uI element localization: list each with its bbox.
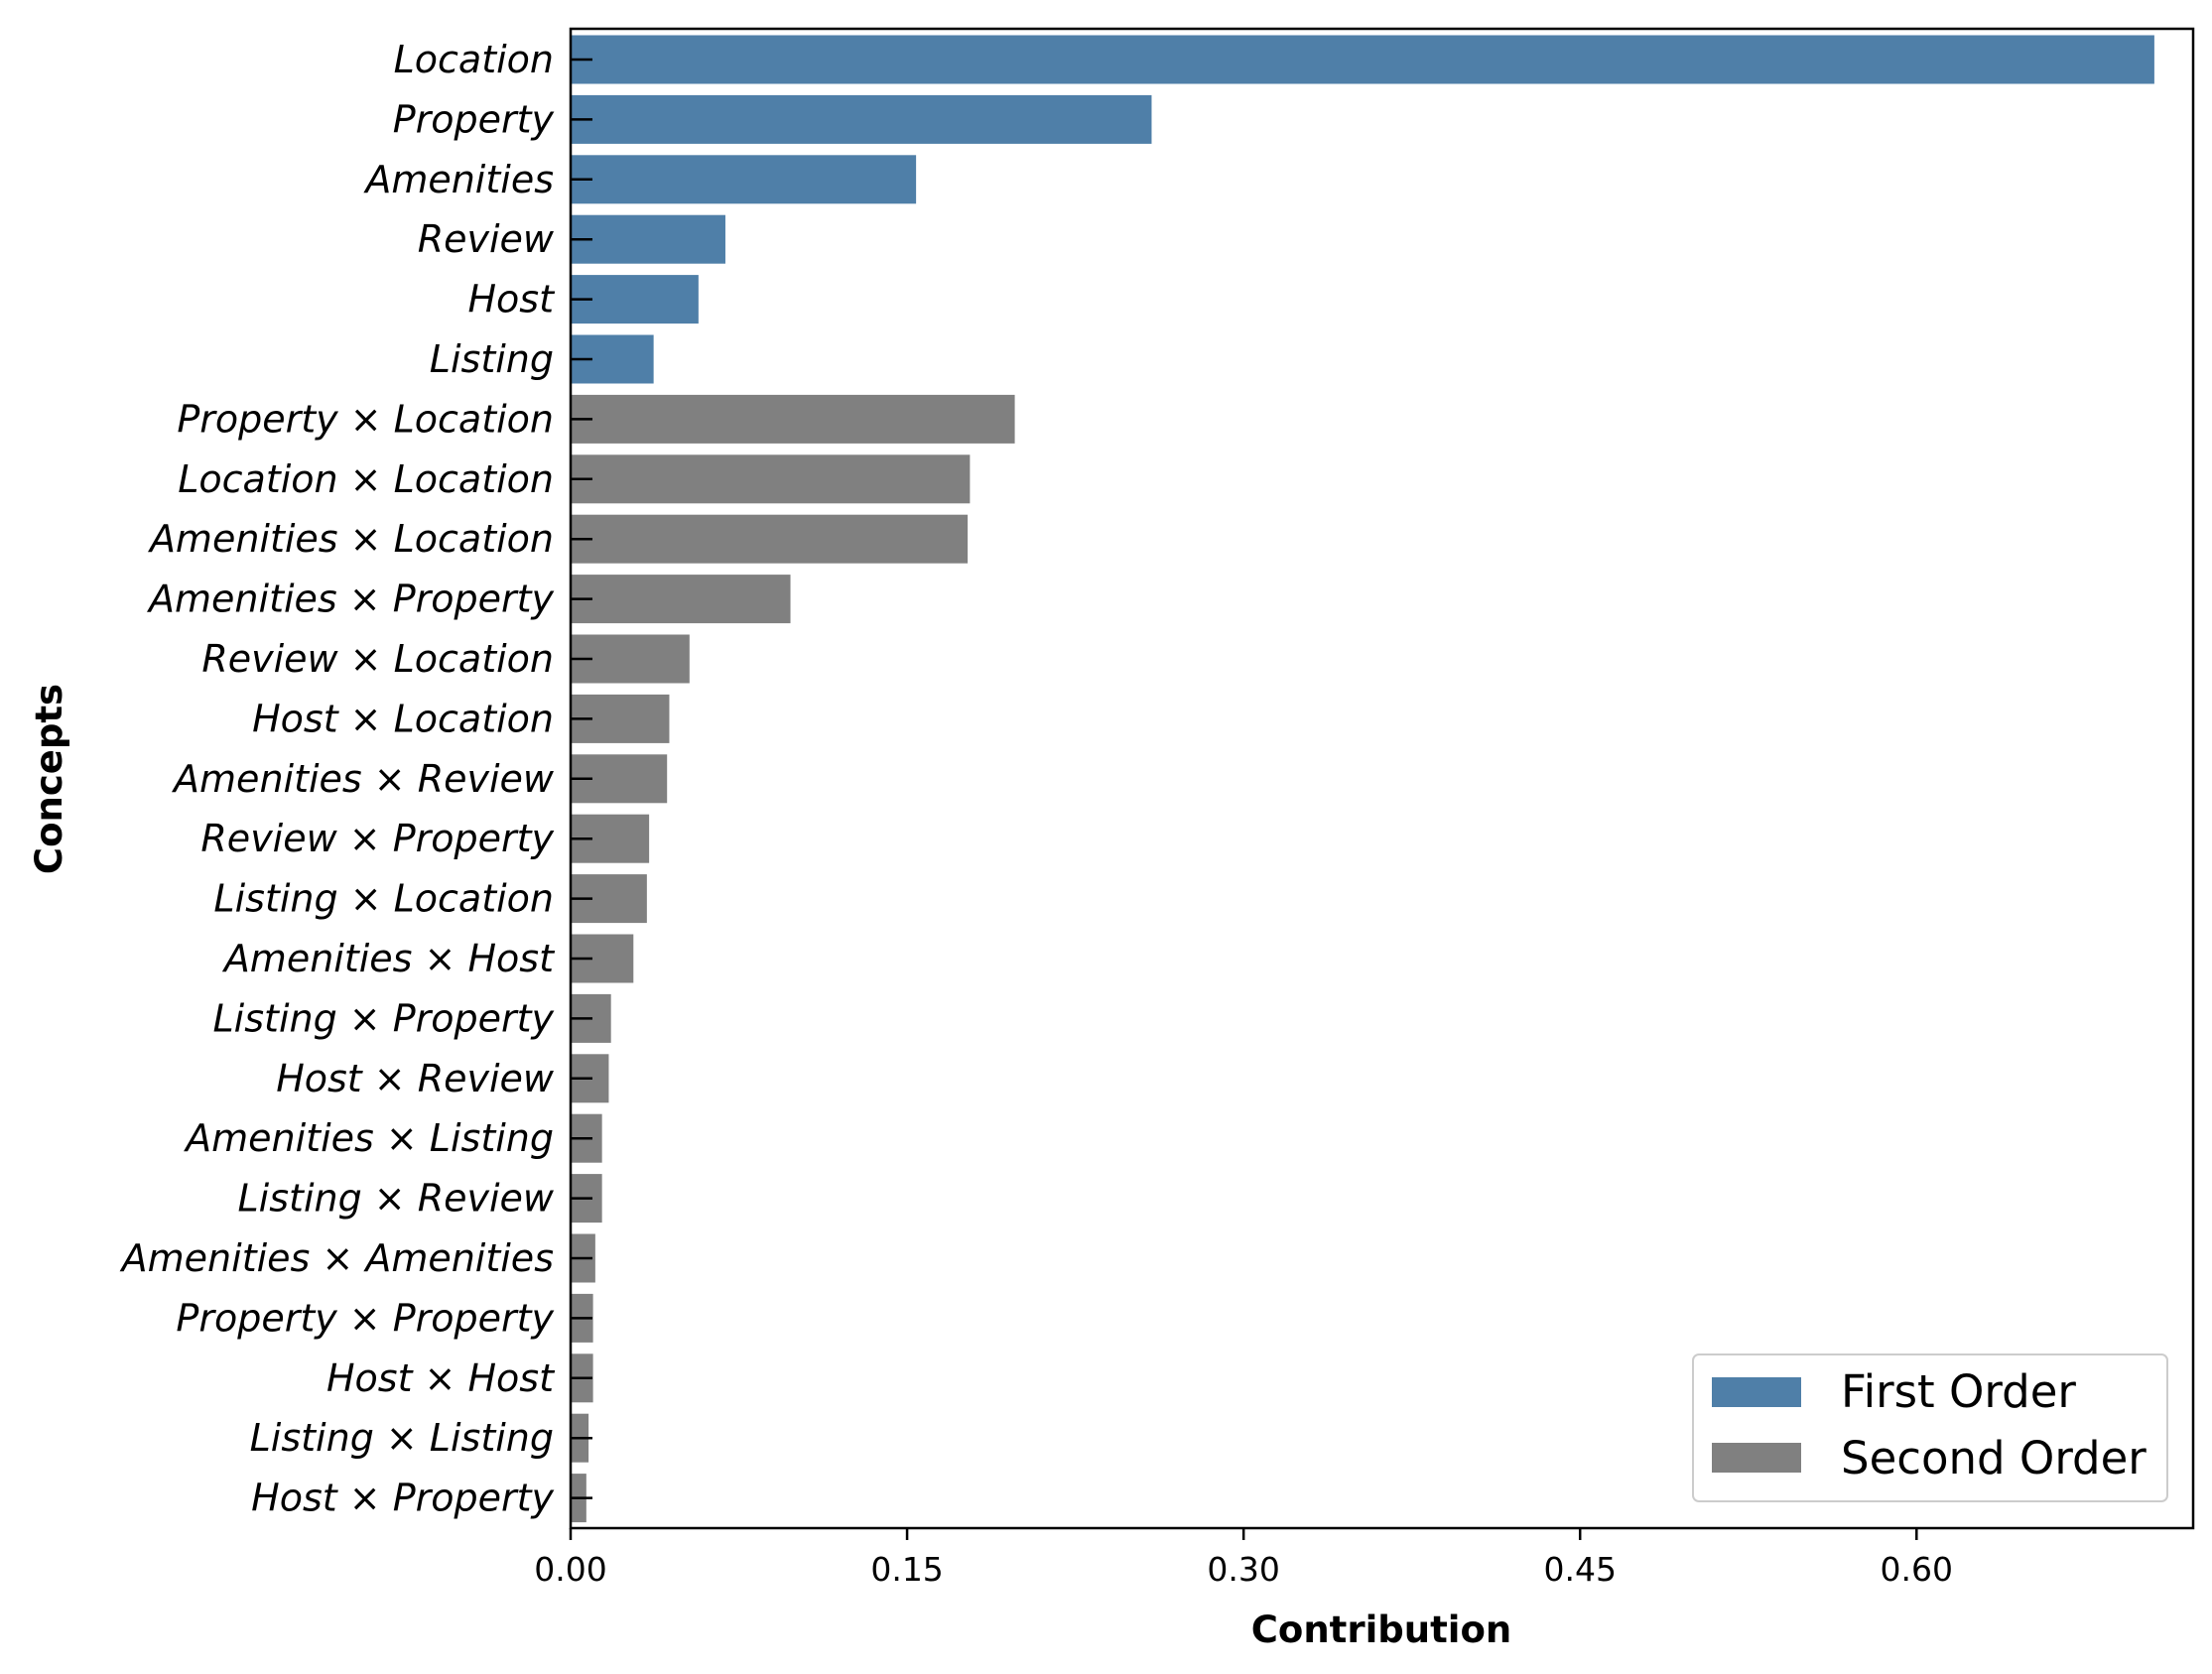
x-tick-label: 0.45: [1543, 1550, 1616, 1589]
y-tick-label-host-host: Host × Host: [326, 1356, 556, 1400]
y-axis-ticks: Location Property Amenities Review Host Listi…: [119, 38, 592, 1520]
x-tick-label: 0.15: [870, 1550, 943, 1589]
bar-location-location: [571, 454, 971, 504]
x-tick-label: 0.30: [1207, 1550, 1279, 1589]
y-tick-label-amenities-amenities: Amenities × Amenities: [119, 1236, 554, 1280]
bar-amenities-property: [571, 575, 791, 624]
x-tick-label: 0.00: [534, 1550, 606, 1589]
y-tick-label-host-location: Host × Location: [252, 697, 554, 740]
y-tick-label-property-property: Property × Property: [176, 1296, 554, 1340]
legend: First Order Second Order: [1692, 1353, 2168, 1502]
y-tick-label-listing-location: Listing × Location: [213, 877, 554, 921]
legend-frame: [1692, 1353, 2168, 1502]
y-tick-label-amenities-location: Amenities × Location: [147, 517, 554, 561]
y-tick-label-amenities: Amenities: [362, 158, 554, 201]
x-tick-label: 0.60: [1881, 1550, 1953, 1589]
legend-swatch-first-order: [1712, 1377, 1801, 1407]
legend-swatch-second-order: [1712, 1443, 1801, 1473]
bar-amenities: [571, 155, 917, 204]
bar-amenities-location: [571, 514, 969, 564]
y-tick-label-amenities-property: Amenities × Property: [146, 578, 554, 621]
y-tick-label-review: Review: [418, 217, 555, 261]
bar-location: [571, 35, 2154, 84]
y-axis-title: Concepts: [28, 684, 70, 874]
y-tick-label-listing-property: Listing × Property: [213, 996, 555, 1040]
y-tick-label-location-location: Location × Location: [178, 457, 554, 501]
y-tick-label-amenities-listing: Amenities × Listing: [183, 1116, 554, 1160]
y-tick-label-host-review: Host × Review: [276, 1057, 555, 1100]
y-tick-label-property: Property: [393, 97, 555, 141]
x-axis-ticks: 0.00 0.15 0.30 0.45 0.60: [534, 1528, 1953, 1589]
y-tick-label-listing-review: Listing × Review: [238, 1177, 555, 1221]
y-tick-label-amenities-review: Amenities × Review: [171, 757, 555, 801]
bar-property: [571, 94, 1152, 144]
bar-property-location: [571, 394, 1015, 444]
y-tick-label-host-property: Host × Property: [251, 1477, 554, 1520]
y-tick-label-listing: Listing: [430, 337, 554, 381]
plot-frame: [569, 27, 2195, 1530]
bars-group: [571, 35, 2154, 1523]
y-tick-label-amenities-host: Amenities × Host: [221, 937, 556, 980]
x-axis-title: Contribution: [1251, 1609, 1512, 1651]
y-tick-label-review-property: Review × Property: [200, 817, 554, 860]
bar-review: [571, 214, 725, 264]
y-tick-label-location: Location: [394, 38, 554, 81]
legend-label-second-order: Second Order: [1841, 1432, 2147, 1484]
y-tick-label-host: Host: [467, 278, 556, 322]
y-tick-label-review-location: Review × Location: [201, 637, 554, 681]
legend-label-first-order: First Order: [1841, 1365, 2076, 1418]
y-tick-label-property-location: Property × Location: [177, 397, 554, 441]
y-tick-label-listing-listing: Listing × Listing: [250, 1416, 554, 1460]
